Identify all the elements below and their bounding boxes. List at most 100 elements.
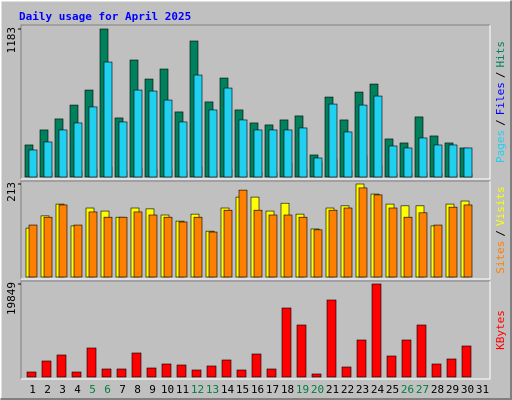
bar (43, 141, 53, 178)
bar (88, 211, 98, 278)
bar (283, 129, 293, 178)
panel-bevel-dark (20, 180, 490, 279)
bar (341, 366, 352, 378)
bar (88, 106, 98, 178)
bar (358, 187, 368, 278)
bar (388, 145, 398, 178)
bar (131, 352, 142, 378)
bar (178, 121, 188, 178)
legend-separator: / (494, 119, 507, 126)
bar (448, 206, 458, 278)
bar (193, 216, 203, 278)
bar (133, 211, 143, 278)
legend-entry: Files (494, 82, 507, 115)
bar (343, 207, 353, 278)
bar (371, 283, 382, 378)
x-tick-label: 10 (161, 383, 174, 396)
bar (403, 216, 413, 278)
x-tick-label: 24 (371, 383, 385, 396)
x-tick-label: 23 (356, 383, 369, 396)
x-tick-label: 14 (221, 383, 235, 396)
x-tick-label: 30 (461, 383, 474, 396)
bar (71, 371, 82, 378)
bar (446, 358, 457, 378)
bar (41, 360, 52, 378)
bar (56, 354, 67, 378)
bar (193, 74, 203, 178)
legend-separator: / (494, 72, 507, 79)
bar (403, 147, 413, 178)
bar (433, 144, 443, 178)
bar (58, 204, 68, 278)
bar (433, 224, 443, 278)
bar (326, 299, 337, 378)
legend: KBytes (494, 310, 507, 350)
legend-entry: KBytes (494, 310, 507, 350)
bar (208, 231, 218, 278)
bar (148, 214, 158, 278)
x-tick-label: 8 (134, 383, 141, 396)
bar (373, 194, 383, 278)
x-tick-label: 17 (266, 383, 279, 396)
bar (253, 209, 263, 278)
bar (116, 368, 127, 378)
bar (221, 359, 232, 378)
legend-entry: Pages (494, 130, 507, 163)
bar (418, 137, 428, 178)
x-tick-label: 13 (206, 383, 219, 396)
bar (146, 367, 157, 378)
legend: Sites / Visits (494, 186, 507, 274)
bar (281, 307, 292, 378)
bar (28, 149, 38, 178)
bar (28, 224, 38, 278)
panel-bevel-dark (20, 280, 490, 379)
bar (298, 127, 308, 178)
bar (463, 147, 473, 178)
x-tick-label: 28 (431, 383, 444, 396)
bar (328, 209, 338, 278)
bar (431, 363, 442, 378)
bar (253, 129, 263, 178)
bar (343, 131, 353, 178)
x-tick-label: 3 (59, 383, 66, 396)
panel-bevel-dark (20, 24, 490, 179)
legend-separator: / (494, 230, 507, 237)
bar (206, 365, 217, 378)
x-tick-label: 12 (191, 383, 204, 396)
bar (26, 371, 37, 378)
bar (43, 216, 53, 278)
bar (58, 129, 68, 178)
x-tick-label: 7 (119, 383, 126, 396)
x-tick-label: 22 (341, 383, 354, 396)
bar (86, 347, 97, 378)
bar (238, 189, 248, 278)
y-tick-label: 1183 (5, 27, 18, 54)
x-tick-label: 15 (236, 383, 249, 396)
bar (386, 355, 397, 378)
bar (328, 103, 338, 178)
bar (463, 204, 473, 278)
x-tick-label: 29 (446, 383, 459, 396)
x-tick-label: 27 (416, 383, 429, 396)
bar (461, 345, 472, 378)
bar (161, 363, 172, 378)
bar (266, 368, 277, 378)
x-tick-label: 16 (251, 383, 264, 396)
legend-entry: Sites (494, 241, 507, 274)
bar (298, 216, 308, 278)
legend-entry: Hits (494, 41, 507, 68)
bar (251, 353, 262, 378)
bar (311, 373, 322, 378)
bar (238, 119, 248, 178)
panel-bevel-light (21, 25, 491, 180)
x-tick-label: 31 (476, 383, 489, 396)
bar (236, 369, 247, 378)
bar (163, 99, 173, 178)
bar (283, 214, 293, 278)
x-tick-label: 9 (149, 383, 156, 396)
bar (176, 364, 187, 378)
bar (313, 157, 323, 178)
